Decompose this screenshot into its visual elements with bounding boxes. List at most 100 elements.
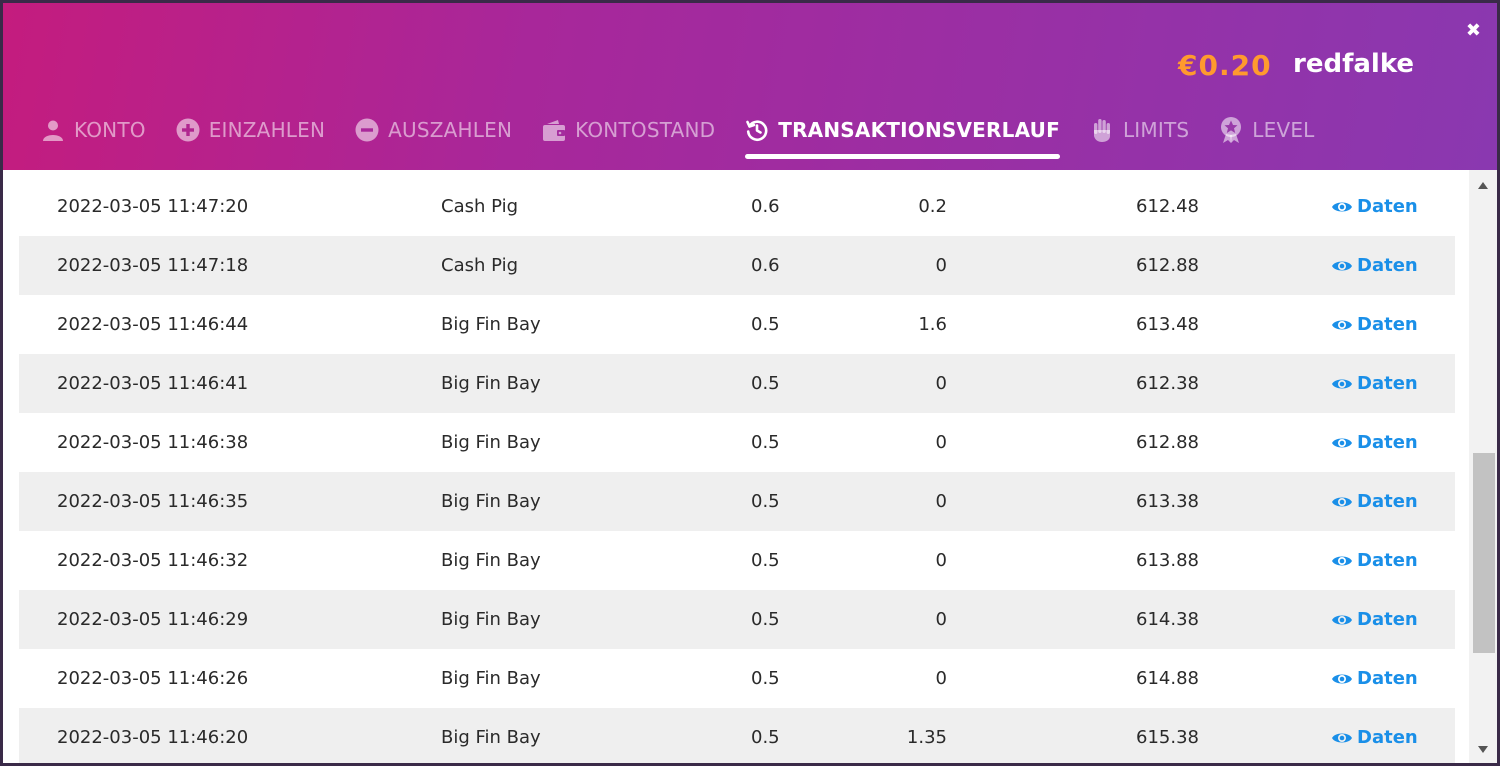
win-cell: 0 [935, 550, 947, 571]
transaction-table: 2022-03-05 11:47:20 Cash Pig 0.6 0.2 612… [19, 170, 1455, 763]
game-cell: Big Fin Bay [441, 727, 541, 748]
history-icon [745, 118, 769, 142]
hand-icon [1090, 118, 1114, 142]
win-cell: 1.6 [918, 314, 947, 335]
bet-cell: 0.5 [751, 668, 780, 689]
bet-cell: 0.5 [751, 314, 780, 335]
tab-einzahlen[interactable]: EINZAHLEN [176, 115, 325, 145]
details-link[interactable]: Daten [1331, 170, 1418, 236]
table-row: 2022-03-05 11:46:32 Big Fin Bay 0.5 0 61… [19, 531, 1455, 590]
tab-kontostand[interactable]: KONTOSTAND [542, 115, 715, 145]
date-cell: 2022-03-05 11:46:32 [57, 550, 249, 571]
details-label: Daten [1357, 668, 1418, 689]
wallet-icon [542, 118, 566, 142]
eye-icon [1331, 730, 1353, 746]
bet-cell: 0.6 [751, 255, 780, 276]
details-link[interactable]: Daten [1331, 295, 1418, 354]
scroll-down-arrow-icon[interactable] [1478, 746, 1488, 753]
details-link[interactable]: Daten [1331, 236, 1418, 295]
details-label: Daten [1357, 314, 1418, 335]
eye-icon [1331, 612, 1353, 628]
balance-cell: 613.48 [1136, 314, 1199, 335]
plus-circle-icon [176, 118, 200, 142]
game-cell: Big Fin Bay [441, 668, 541, 689]
game-cell: Big Fin Bay [441, 609, 541, 630]
details-link[interactable]: Daten [1331, 354, 1418, 413]
balance-cell: 612.48 [1136, 196, 1199, 217]
win-cell: 0 [935, 609, 947, 630]
win-cell: 0 [935, 255, 947, 276]
details-link[interactable]: Daten [1331, 649, 1418, 708]
eye-icon [1331, 435, 1353, 451]
user-icon [41, 118, 65, 142]
tab-auszahlen[interactable]: AUSZAHLEN [355, 115, 512, 145]
tab-label: KONTOSTAND [575, 118, 716, 142]
details-label: Daten [1357, 491, 1418, 512]
bet-cell: 0.5 [751, 550, 780, 571]
scrollbar-thumb[interactable] [1473, 453, 1495, 653]
vertical-scrollbar[interactable] [1469, 170, 1497, 763]
details-label: Daten [1357, 373, 1418, 394]
balance-display: €0.20 [1178, 49, 1272, 82]
date-cell: 2022-03-05 11:46:26 [57, 668, 249, 689]
balance-cell: 614.88 [1136, 668, 1199, 689]
eye-icon [1331, 258, 1353, 274]
account-modal: ✖ €0.20 redfalke KONTO EINZAHLEN AUSZAHL [3, 3, 1497, 763]
details-link[interactable]: Daten [1331, 531, 1418, 590]
tab-label: KONTO [74, 118, 146, 142]
win-cell: 0 [935, 432, 947, 453]
date-cell: 2022-03-05 11:46:20 [57, 727, 249, 748]
table-row: 2022-03-05 11:46:38 Big Fin Bay 0.5 0 61… [19, 413, 1455, 472]
medal-icon [1219, 117, 1243, 143]
details-link[interactable]: Daten [1331, 708, 1418, 763]
details-label: Daten [1357, 550, 1418, 571]
tab-limits[interactable]: LIMITS [1090, 115, 1189, 145]
win-cell: 1.35 [906, 727, 947, 748]
balance-cell: 614.38 [1136, 609, 1199, 630]
close-button[interactable]: ✖ [1465, 20, 1481, 41]
username-display: redfalke [1293, 49, 1415, 79]
balance-cell: 615.38 [1136, 727, 1199, 748]
details-label: Daten [1357, 196, 1418, 217]
details-link[interactable]: Daten [1331, 413, 1418, 472]
eye-icon [1331, 376, 1353, 392]
details-link[interactable]: Daten [1331, 590, 1418, 649]
tab-label: LIMITS [1122, 118, 1190, 142]
balance-cell: 612.38 [1136, 373, 1199, 394]
bet-cell: 0.5 [751, 727, 780, 748]
balance-cell: 613.38 [1136, 491, 1199, 512]
balance-cell: 612.88 [1136, 432, 1199, 453]
scroll-up-arrow-icon[interactable] [1478, 182, 1488, 189]
tab-transaktionsverlauf[interactable]: TRANSAKTIONSVERLAUF [745, 115, 1060, 159]
game-cell: Big Fin Bay [441, 491, 541, 512]
game-cell: Big Fin Bay [441, 550, 541, 571]
details-label: Daten [1357, 727, 1418, 748]
date-cell: 2022-03-05 11:46:35 [57, 491, 249, 512]
game-cell: Big Fin Bay [441, 314, 541, 335]
modal-header: ✖ €0.20 redfalke KONTO EINZAHLEN AUSZAHL [3, 3, 1497, 170]
table-row: 2022-03-05 11:46:41 Big Fin Bay 0.5 0 61… [19, 354, 1455, 413]
details-link[interactable]: Daten [1331, 472, 1418, 531]
win-cell: 0 [935, 668, 947, 689]
tab-konto[interactable]: KONTO [41, 115, 146, 145]
game-cell: Big Fin Bay [441, 373, 541, 394]
balance-cell: 613.88 [1136, 550, 1199, 571]
eye-icon [1331, 494, 1353, 510]
table-row: 2022-03-05 11:46:20 Big Fin Bay 0.5 1.35… [19, 708, 1455, 763]
eye-icon [1331, 553, 1353, 569]
account-tabs: KONTO EINZAHLEN AUSZAHLEN KONTOSTAND [41, 115, 1345, 165]
tab-label: TRANSAKTIONSVERLAUF [778, 118, 1060, 142]
tab-label: LEVEL [1252, 118, 1315, 142]
tab-level[interactable]: LEVEL [1219, 115, 1314, 145]
game-cell: Cash Pig [441, 255, 518, 276]
eye-icon [1331, 671, 1353, 687]
tab-label: EINZAHLEN [208, 118, 326, 142]
details-label: Daten [1357, 432, 1418, 453]
eye-icon [1331, 199, 1353, 215]
minus-circle-icon [355, 118, 379, 142]
table-row: 2022-03-05 11:47:18 Cash Pig 0.6 0 612.8… [19, 236, 1455, 295]
win-cell: 0.2 [918, 196, 947, 217]
table-row: 2022-03-05 11:46:26 Big Fin Bay 0.5 0 61… [19, 649, 1455, 708]
bet-cell: 0.5 [751, 491, 780, 512]
details-label: Daten [1357, 255, 1418, 276]
